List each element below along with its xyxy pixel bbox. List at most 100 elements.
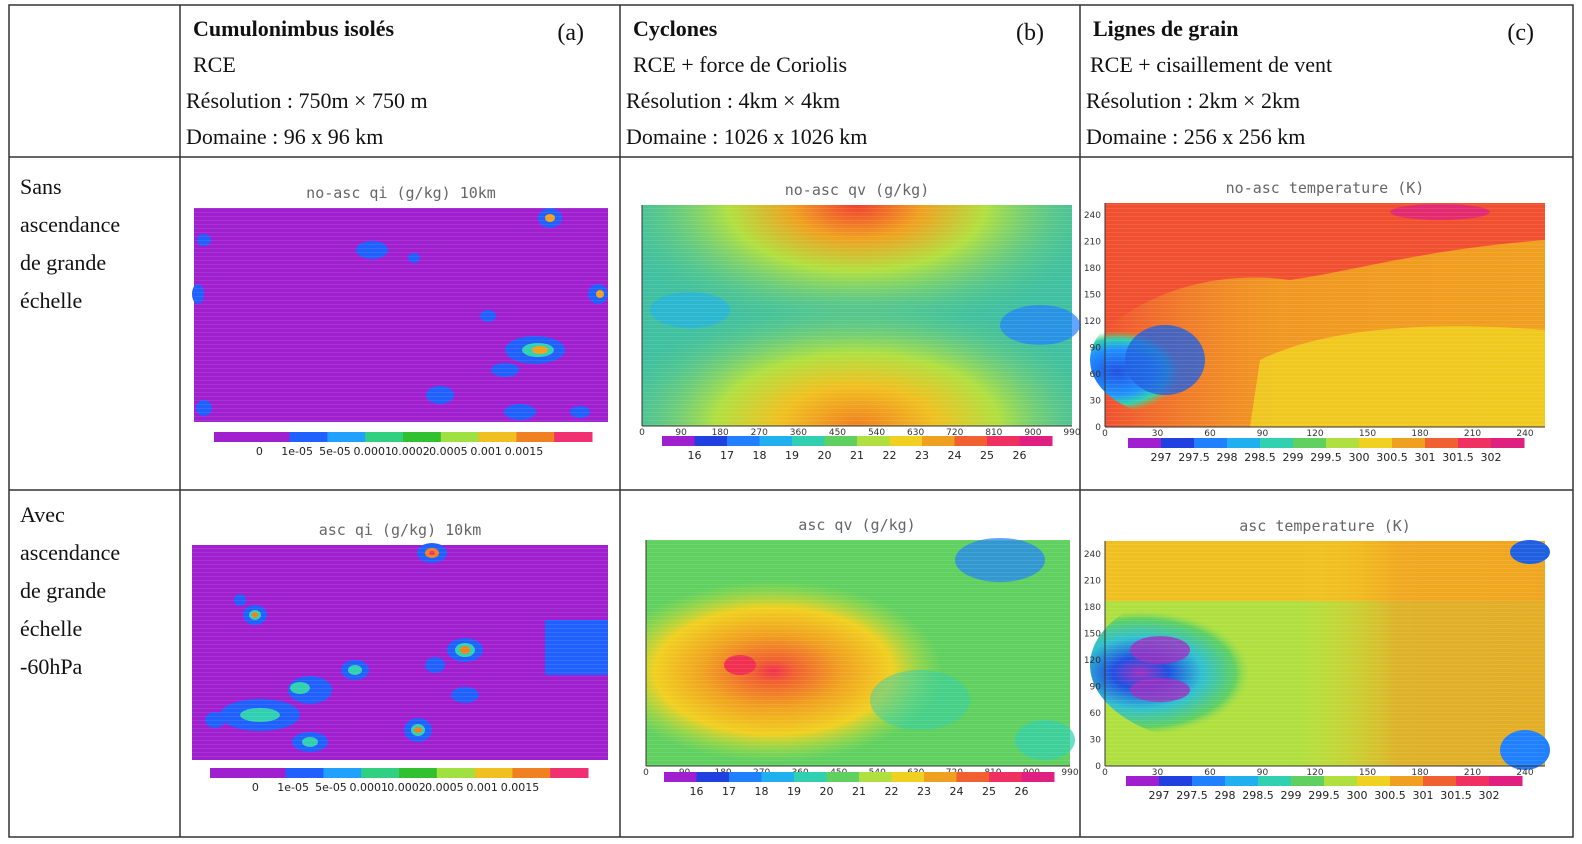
x-tick-label: 0 (639, 428, 645, 438)
colorbar-label: 20 (820, 785, 834, 798)
colorbar-swatch (1021, 772, 1055, 782)
y-tick-label: 30 (1090, 736, 1102, 746)
colorbar-swatch (478, 432, 517, 442)
colorbar-swatch (1425, 438, 1459, 448)
colorbar-swatch (924, 772, 957, 782)
colorbar-swatch (1258, 776, 1292, 786)
colorbar-swatch (1293, 438, 1327, 448)
y-tick-label: 210 (1084, 577, 1101, 587)
header-line2-a: RCE (193, 52, 236, 77)
plot-temp-asc (1090, 540, 1550, 770)
colorbar-swatch (1192, 776, 1226, 786)
row-label-line: ascendance (20, 540, 121, 565)
colorbar-swatch (1128, 438, 1162, 448)
colorbar-swatch (1126, 776, 1160, 786)
colorbar-qv-r0: 16 17 18 19 20 21 22 23 24 25 26 (662, 436, 1053, 462)
colorbar-swatch (1458, 438, 1492, 448)
colorbar-swatch (729, 772, 762, 782)
colorbar-qi-r1: 0 1e-05 5e-05 0.0001 0.0002 0.0005 0.001 0.0015 (210, 768, 589, 794)
colorbar-swatch (792, 436, 825, 446)
row-label-line: de grande (20, 250, 107, 275)
colorbar-swatch (759, 436, 793, 446)
colorbar-label: 24 (950, 785, 964, 798)
colorbar-swatch (1194, 438, 1228, 448)
colorbar-label: 0.001 (466, 781, 498, 794)
x-tick-label: 90 (1257, 429, 1269, 439)
colorbar-swatch (1019, 436, 1053, 446)
header-line4-c: Domaine : 256 x 256 km (1086, 124, 1306, 149)
x-axis-ticks-r0c2: 0 30 60 90 120 150 180 210 240 (1102, 429, 1534, 439)
plot-title-r0c1: no-asc qv (g/kg) (785, 181, 930, 199)
row-label-asc: Avec ascendance de grande échelle -60hPa (20, 496, 120, 686)
colorbar-swatch (210, 768, 249, 778)
colorbar-swatch (289, 432, 328, 442)
colorbar-label: 300.5 (1374, 789, 1406, 802)
colorbar-swatch (662, 436, 695, 446)
x-tick-label: 210 (1464, 429, 1481, 439)
colorbar-swatch (1392, 438, 1426, 448)
x-tick-label: 630 (907, 428, 924, 438)
colorbar-label: 20 (818, 449, 832, 462)
colorbar-label: 0.0001 (354, 445, 393, 458)
colorbar-temp-r1: 297 297.5 298 298.5 299 299.5 300 300.5 301 301.5… (1126, 776, 1523, 802)
colorbar-label: 297.5 (1178, 451, 1210, 464)
header-tag-a: (a) (557, 20, 584, 46)
colorbar-label: 5e-05 (319, 445, 351, 458)
plot-title-r1c0: asc qi (g/kg) 10km (319, 521, 482, 539)
header-line2-c: RCE + cisaillement de vent (1090, 52, 1333, 77)
x-axis-ticks-r0c1: 0 90 180 270 360 450 540 630 720 810 900 990 (639, 428, 1081, 438)
x-tick-label: 60 (1204, 429, 1216, 439)
colorbar-label: 25 (982, 785, 996, 798)
colorbar-temp-r0: 297 297.5 298 298.5 299 299.5 300 300.5 301 301.5… (1128, 438, 1525, 464)
colorbar-swatch (1161, 438, 1195, 448)
colorbar-swatch (214, 432, 253, 442)
colorbar-label: 22 (885, 785, 899, 798)
row-label-line: échelle (20, 616, 83, 641)
colorbar-swatch (1227, 438, 1261, 448)
colorbar-swatch (824, 436, 858, 446)
x-axis-ticks-r1c2: 0 30 60 90 120 150 180 210 240 (1102, 768, 1534, 778)
colorbar-swatch (1159, 776, 1193, 786)
colorbar-swatch (1326, 438, 1360, 448)
colorbar-label: 297 (1151, 451, 1172, 464)
colorbar-label: 300 (1347, 789, 1368, 802)
colorbar-swatch (696, 772, 730, 782)
colorbar-swatch (857, 436, 890, 446)
header-col-b: Cyclones (b) RCE + force de Coriolis Rés… (626, 14, 1074, 149)
colorbar-label: 301.5 (1440, 789, 1472, 802)
colorbar-swatch (323, 768, 362, 778)
row-label-line: Avec (20, 502, 65, 527)
x-tick-label: 150 (1359, 429, 1376, 439)
colorbar-swatch (794, 772, 827, 782)
colorbar-label: 298.5 (1244, 451, 1276, 464)
colorbar-swatch (1357, 776, 1391, 786)
x-tick-label: 540 (868, 428, 885, 438)
colorbar-swatch (1359, 438, 1393, 448)
colorbar-label: 18 (755, 785, 769, 798)
colorbar-swatch (989, 772, 1022, 782)
x-tick-label: 0 (643, 768, 649, 778)
colorbar-label: 302 (1481, 451, 1502, 464)
colorbar-swatch (761, 772, 795, 782)
colorbar-label: 302 (1479, 789, 1500, 802)
colorbar-label: 301 (1413, 789, 1434, 802)
colorbar-label: 299 (1283, 451, 1304, 464)
colorbar-qi-r0: 0 1e-05 5e-05 0.0001 0.0002 0.0005 0.001 0.0015 (214, 432, 593, 458)
colorbar-swatch (361, 768, 400, 778)
colorbar-swatch (1225, 776, 1259, 786)
colorbar-swatch (664, 772, 697, 782)
colorbar-swatch (987, 436, 1020, 446)
y-tick-label: 90 (1090, 344, 1102, 354)
y-tick-label: 180 (1084, 603, 1101, 613)
x-tick-label: 240 (1516, 768, 1533, 778)
colorbar-swatch (956, 772, 990, 782)
header-line4-a: Domaine : 96 x 96 km (186, 124, 384, 149)
x-tick-label: 0 (1102, 429, 1108, 439)
y-tick-label: 240 (1084, 211, 1101, 221)
row-label-line: Sans (20, 174, 62, 199)
header-title-c: Lignes de grain (1093, 16, 1239, 41)
colorbar-swatch (1390, 776, 1424, 786)
colorbar-swatch (247, 768, 287, 778)
y-tick-label: 240 (1084, 550, 1101, 560)
